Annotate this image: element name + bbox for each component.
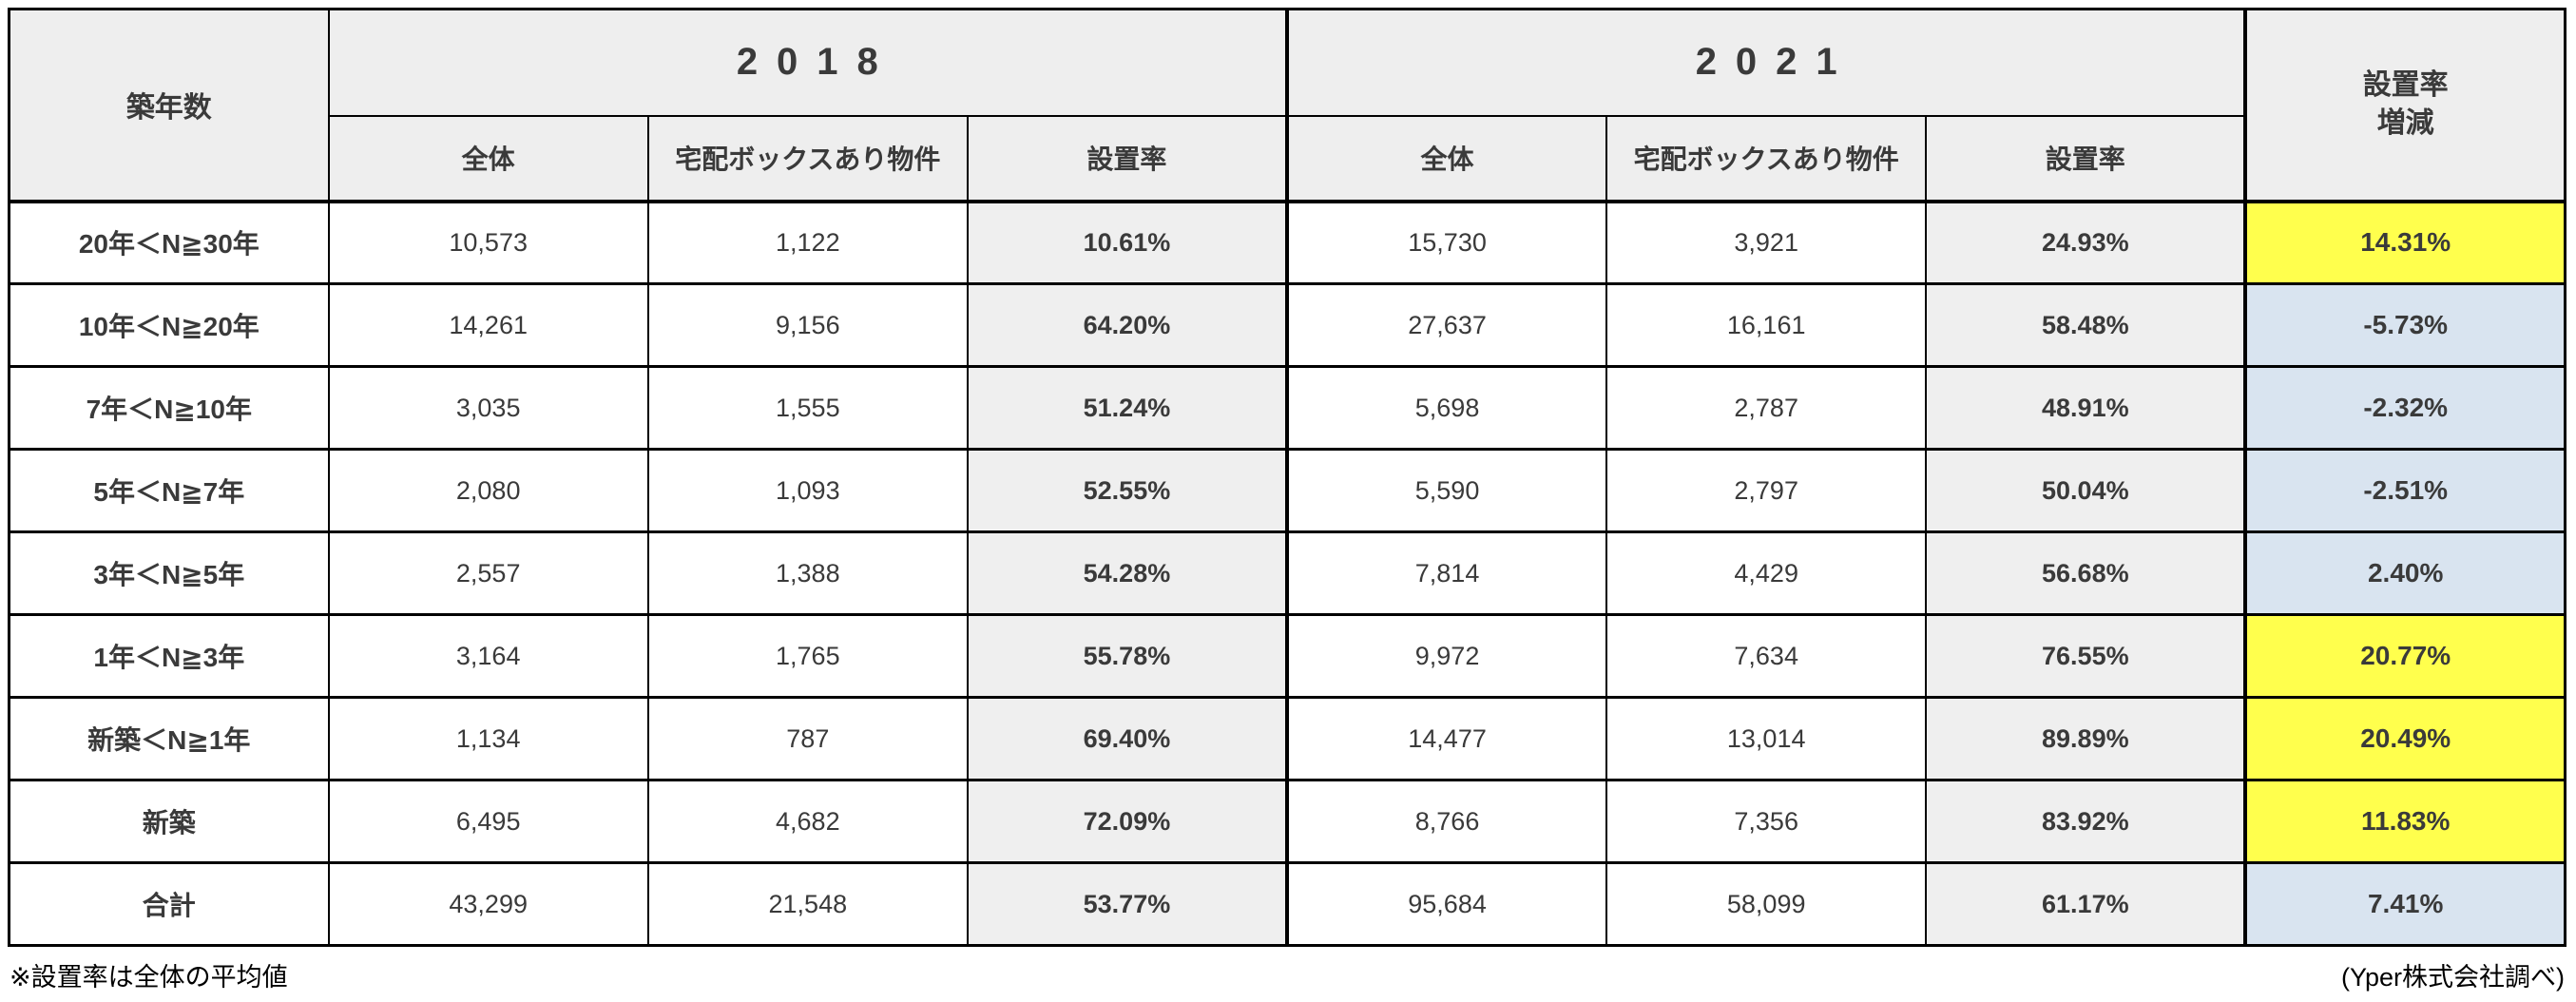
cell-2018-rate: 52.55% [966, 448, 1289, 533]
cell-2021-total: 27,637 [1284, 282, 1608, 368]
table-row: 20年＜N≧30年 10,573 1,122 10.61% 15,730 3,9… [8, 200, 2566, 285]
cell-2021-total: 95,684 [1284, 861, 1608, 947]
cell-2018-withbox: 1,388 [646, 530, 969, 616]
cell-2018-rate: 10.61% [966, 200, 1289, 285]
cell-rate-change: 14.31% [2243, 200, 2566, 285]
cell-2018-total: 2,080 [327, 448, 649, 533]
row-label: 1年＜N≧3年 [8, 613, 330, 699]
cell-2018-withbox: 9,156 [646, 282, 969, 368]
header-2021-withbox: 宅配ボックスあり物件 [1605, 114, 1928, 203]
cell-2021-withbox: 2,787 [1605, 365, 1928, 451]
cell-2018-total: 10,573 [327, 200, 649, 285]
table-row: 10年＜N≧20年 14,261 9,156 64.20% 27,637 16,… [8, 282, 2566, 368]
cell-2021-rate: 24.93% [1925, 200, 2247, 285]
cell-2018-total: 6,495 [327, 779, 649, 864]
table-row: 7年＜N≧10年 3,035 1,555 51.24% 5,698 2,787 … [8, 365, 2566, 451]
cell-2021-rate: 76.55% [1925, 613, 2247, 699]
header-year-2018: 2018 [327, 8, 1289, 117]
cell-rate-change: -5.73% [2243, 282, 2566, 368]
cell-2018-rate: 64.20% [966, 282, 1289, 368]
row-label: 10年＜N≧20年 [8, 282, 330, 368]
cell-2018-total: 3,035 [327, 365, 649, 451]
cell-2021-total: 5,590 [1284, 448, 1608, 533]
row-label: 5年＜N≧7年 [8, 448, 330, 533]
cell-2018-total: 43,299 [327, 861, 649, 947]
cell-2018-withbox: 1,093 [646, 448, 969, 533]
header-2018-total: 全体 [327, 114, 649, 203]
cell-2021-total: 9,972 [1284, 613, 1608, 699]
cell-2021-total: 15,730 [1284, 200, 1608, 285]
header-2018-withbox: 宅配ボックスあり物件 [646, 114, 969, 203]
cell-2021-total: 7,814 [1284, 530, 1608, 616]
cell-2018-rate: 53.77% [966, 861, 1289, 947]
table-row: 5年＜N≧7年 2,080 1,093 52.55% 5,590 2,797 5… [8, 448, 2566, 533]
header-2021-total: 全体 [1284, 114, 1608, 203]
table-row: 3年＜N≧5年 2,557 1,388 54.28% 7,814 4,429 5… [8, 530, 2566, 616]
cell-2021-rate: 56.68% [1925, 530, 2247, 616]
cell-2018-withbox: 1,555 [646, 365, 969, 451]
header-year-2021: 2021 [1284, 8, 2247, 117]
table-row-total: 合計 43,299 21,548 53.77% 95,684 58,099 61… [8, 861, 2566, 947]
cell-2018-withbox: 4,682 [646, 779, 969, 864]
header-row-subcolumns: 全体 宅配ボックスあり物件 設置率 全体 宅配ボックスあり物件 設置率 [10, 114, 2566, 203]
cell-2021-total: 5,698 [1284, 365, 1608, 451]
cell-2021-rate: 58.48% [1925, 282, 2247, 368]
header-row-years: 築年数 2018 2021 設置率 増減 [8, 8, 2566, 203]
row-label: 7年＜N≧10年 [8, 365, 330, 451]
footnote-average-note: ※設置率は全体の平均値 [10, 963, 288, 992]
header-rate-change: 設置率 増減 [2243, 8, 2566, 203]
row-label-total: 合計 [8, 861, 330, 947]
table-row: 1年＜N≧3年 3,164 1,765 55.78% 9,972 7,634 7… [8, 613, 2566, 699]
row-label: 新築＜N≧1年 [8, 696, 330, 781]
cell-2018-withbox: 787 [646, 696, 969, 781]
cell-2021-withbox: 4,429 [1605, 530, 1928, 616]
cell-2021-rate: 89.89% [1925, 696, 2247, 781]
cell-2018-total: 2,557 [327, 530, 649, 616]
cell-2021-rate: 50.04% [1925, 448, 2247, 533]
cell-2021-withbox: 3,921 [1605, 200, 1928, 285]
cell-2021-rate: 61.17% [1925, 861, 2247, 947]
cell-2021-withbox: 2,797 [1605, 448, 1928, 533]
cell-2021-rate: 48.91% [1925, 365, 2247, 451]
cell-2018-total: 14,261 [327, 282, 649, 368]
header-building-age: 築年数 [8, 8, 330, 203]
cell-rate-change: 20.77% [2243, 613, 2566, 699]
row-label: 20年＜N≧30年 [8, 200, 330, 285]
cell-rate-change: -2.32% [2243, 365, 2566, 451]
cell-2021-total: 14,477 [1284, 696, 1608, 781]
cell-2018-total: 1,134 [327, 696, 649, 781]
cell-2021-withbox: 7,634 [1605, 613, 1928, 699]
cell-2018-rate: 54.28% [966, 530, 1289, 616]
cell-2018-withbox: 1,765 [646, 613, 969, 699]
installation-rate-table: 築年数 2018 2021 設置率 増減 全体 宅配ボックスあり物件 設置率 全… [8, 8, 2566, 947]
cell-2018-rate: 69.40% [966, 696, 1289, 781]
cell-2018-withbox: 1,122 [646, 200, 969, 285]
cell-2018-total: 3,164 [327, 613, 649, 699]
cell-rate-change: 20.49% [2243, 696, 2566, 781]
cell-2018-rate: 51.24% [966, 365, 1289, 451]
header-2018-rate: 設置率 [966, 114, 1289, 203]
cell-rate-change: 2.40% [2243, 530, 2566, 616]
table-row: 新築 6,495 4,682 72.09% 8,766 7,356 83.92%… [8, 779, 2566, 864]
cell-rate-change: 11.83% [2243, 779, 2566, 864]
cell-2018-withbox: 21,548 [646, 861, 969, 947]
cell-rate-change: -2.51% [2243, 448, 2566, 533]
cell-2021-withbox: 58,099 [1605, 861, 1928, 947]
cell-2021-withbox: 7,356 [1605, 779, 1928, 864]
table-row: 新築＜N≧1年 1,134 787 69.40% 14,477 13,014 8… [8, 696, 2566, 781]
cell-2021-total: 8,766 [1284, 779, 1608, 864]
cell-2021-withbox: 16,161 [1605, 282, 1928, 368]
header-2021-rate: 設置率 [1925, 114, 2247, 203]
cell-2018-rate: 72.09% [966, 779, 1289, 864]
cell-2018-rate: 55.78% [966, 613, 1289, 699]
cell-rate-change: 7.41% [2243, 861, 2566, 947]
cell-2021-rate: 83.92% [1925, 779, 2247, 864]
footnote-source: (Yper株式会社調べ) [2340, 963, 2565, 992]
cell-2021-withbox: 13,014 [1605, 696, 1928, 781]
row-label: 新築 [8, 779, 330, 864]
row-label: 3年＜N≧5年 [8, 530, 330, 616]
